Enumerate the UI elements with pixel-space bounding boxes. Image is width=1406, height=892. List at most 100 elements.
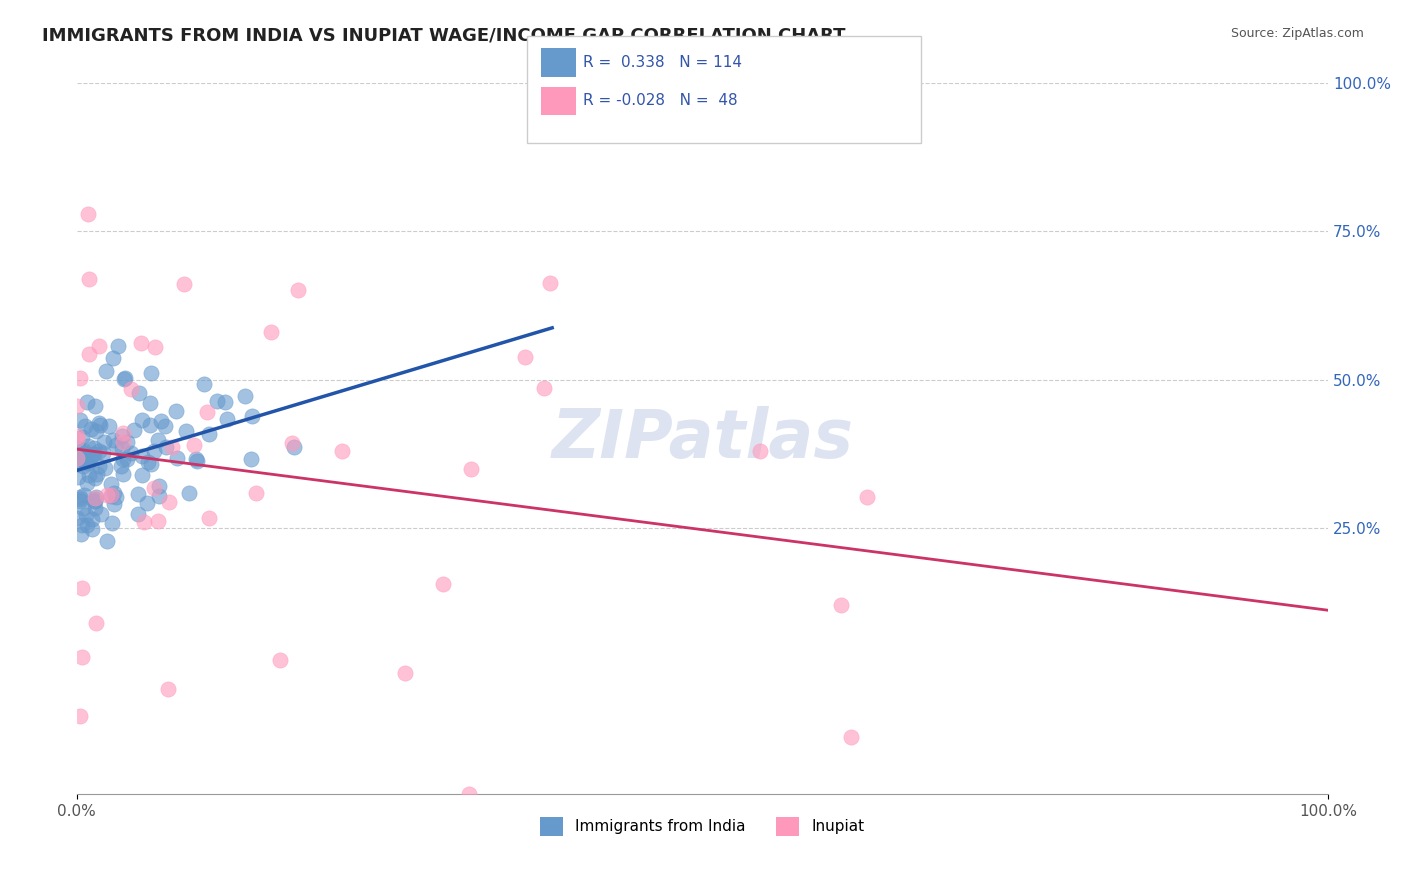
Immigrants from India xyxy=(73,452,96,467)
Immigrants from India xyxy=(72,430,94,444)
Immigrants from India xyxy=(69,444,91,458)
Immigrants from India xyxy=(76,439,98,453)
Immigrants from India xyxy=(73,455,96,469)
Immigrants from India xyxy=(83,471,105,485)
Immigrants from India xyxy=(69,491,91,506)
Immigrants from India xyxy=(70,518,93,533)
Immigrants from India xyxy=(67,450,90,464)
Inupiat xyxy=(855,490,877,504)
Text: R = -0.028   N =  48: R = -0.028 N = 48 xyxy=(583,94,738,108)
Immigrants from India xyxy=(67,457,90,471)
Immigrants from India xyxy=(76,517,98,532)
Immigrants from India xyxy=(82,447,104,461)
Immigrants from India xyxy=(100,476,122,491)
Immigrants from India xyxy=(75,508,97,522)
Immigrants from India xyxy=(80,522,103,536)
Immigrants from India xyxy=(112,451,135,466)
Immigrants from India xyxy=(131,467,153,482)
Immigrants from India xyxy=(240,452,263,467)
Immigrants from India xyxy=(72,500,94,515)
Immigrants from India xyxy=(122,423,145,437)
Legend: Immigrants from India, Inupiat: Immigrants from India, Inupiat xyxy=(533,809,872,843)
Immigrants from India xyxy=(73,488,96,502)
Immigrants from India xyxy=(87,443,110,458)
Immigrants from India xyxy=(283,440,305,454)
Immigrants from India xyxy=(103,433,125,447)
Immigrants from India xyxy=(84,491,107,506)
Immigrants from India xyxy=(69,413,91,427)
Immigrants from India xyxy=(107,339,129,353)
Immigrants from India xyxy=(83,399,105,413)
Inupiat xyxy=(198,511,221,525)
Immigrants from India xyxy=(73,419,96,434)
Immigrants from India xyxy=(205,394,228,409)
Immigrants from India xyxy=(69,494,91,508)
Immigrants from India xyxy=(105,490,128,504)
Text: ZIPatlas: ZIPatlas xyxy=(551,406,853,472)
Immigrants from India xyxy=(142,444,165,458)
Immigrants from India xyxy=(96,533,118,548)
Inupiat xyxy=(132,515,155,529)
Immigrants from India xyxy=(75,453,97,467)
Inupiat xyxy=(87,339,110,353)
Immigrants from India xyxy=(93,434,115,449)
Inupiat xyxy=(841,730,863,744)
Immigrants from India xyxy=(240,409,263,423)
Inupiat xyxy=(120,383,142,397)
Immigrants from India xyxy=(79,451,101,466)
Immigrants from India xyxy=(94,364,117,378)
Immigrants from India xyxy=(179,485,201,500)
Immigrants from India xyxy=(77,468,100,483)
Immigrants from India xyxy=(233,389,256,403)
Inupiat xyxy=(100,488,122,502)
Immigrants from India xyxy=(112,372,135,386)
Inupiat xyxy=(432,576,454,591)
Immigrants from India xyxy=(76,451,98,466)
Immigrants from India xyxy=(139,396,162,410)
Immigrants from India xyxy=(67,442,90,456)
Immigrants from India xyxy=(153,418,176,433)
Immigrants from India xyxy=(127,508,149,522)
Inupiat xyxy=(157,494,180,508)
Text: Source: ZipAtlas.com: Source: ZipAtlas.com xyxy=(1230,27,1364,40)
Immigrants from India xyxy=(111,467,134,481)
Immigrants from India xyxy=(83,441,105,455)
Immigrants from India xyxy=(128,386,150,401)
Inupiat xyxy=(77,347,100,361)
Inupiat xyxy=(156,682,179,697)
Immigrants from India xyxy=(66,470,89,484)
Inupiat xyxy=(111,435,134,450)
Immigrants from India xyxy=(103,497,125,511)
Inupiat xyxy=(195,404,218,418)
Immigrants from India xyxy=(193,376,215,391)
Immigrants from India xyxy=(117,435,139,450)
Immigrants from India xyxy=(69,490,91,504)
Inupiat xyxy=(460,462,482,476)
Inupiat xyxy=(142,481,165,495)
Immigrants from India xyxy=(72,442,94,457)
Inupiat xyxy=(513,350,536,364)
Immigrants from India xyxy=(166,451,188,466)
Immigrants from India xyxy=(84,491,107,505)
Immigrants from India xyxy=(131,413,153,427)
Inupiat xyxy=(77,206,100,220)
Immigrants from India xyxy=(139,417,162,432)
Immigrants from India xyxy=(84,493,107,508)
Inupiat xyxy=(287,283,309,297)
Inupiat xyxy=(330,444,353,458)
Inupiat xyxy=(66,429,89,443)
Inupiat xyxy=(173,277,195,291)
Inupiat xyxy=(245,486,267,500)
Text: IMMIGRANTS FROM INDIA VS INUPIAT WAGE/INCOME GAP CORRELATION CHART: IMMIGRANTS FROM INDIA VS INUPIAT WAGE/IN… xyxy=(42,27,845,45)
Immigrants from India xyxy=(97,419,120,434)
Immigrants from India xyxy=(104,438,127,452)
Immigrants from India xyxy=(217,412,239,426)
Immigrants from India xyxy=(103,485,125,500)
Inupiat xyxy=(66,433,89,447)
Inupiat xyxy=(83,491,105,505)
Immigrants from India xyxy=(76,394,98,409)
Inupiat xyxy=(69,371,91,385)
Immigrants from India xyxy=(101,516,124,530)
Immigrants from India xyxy=(84,500,107,515)
Immigrants from India xyxy=(186,454,208,468)
